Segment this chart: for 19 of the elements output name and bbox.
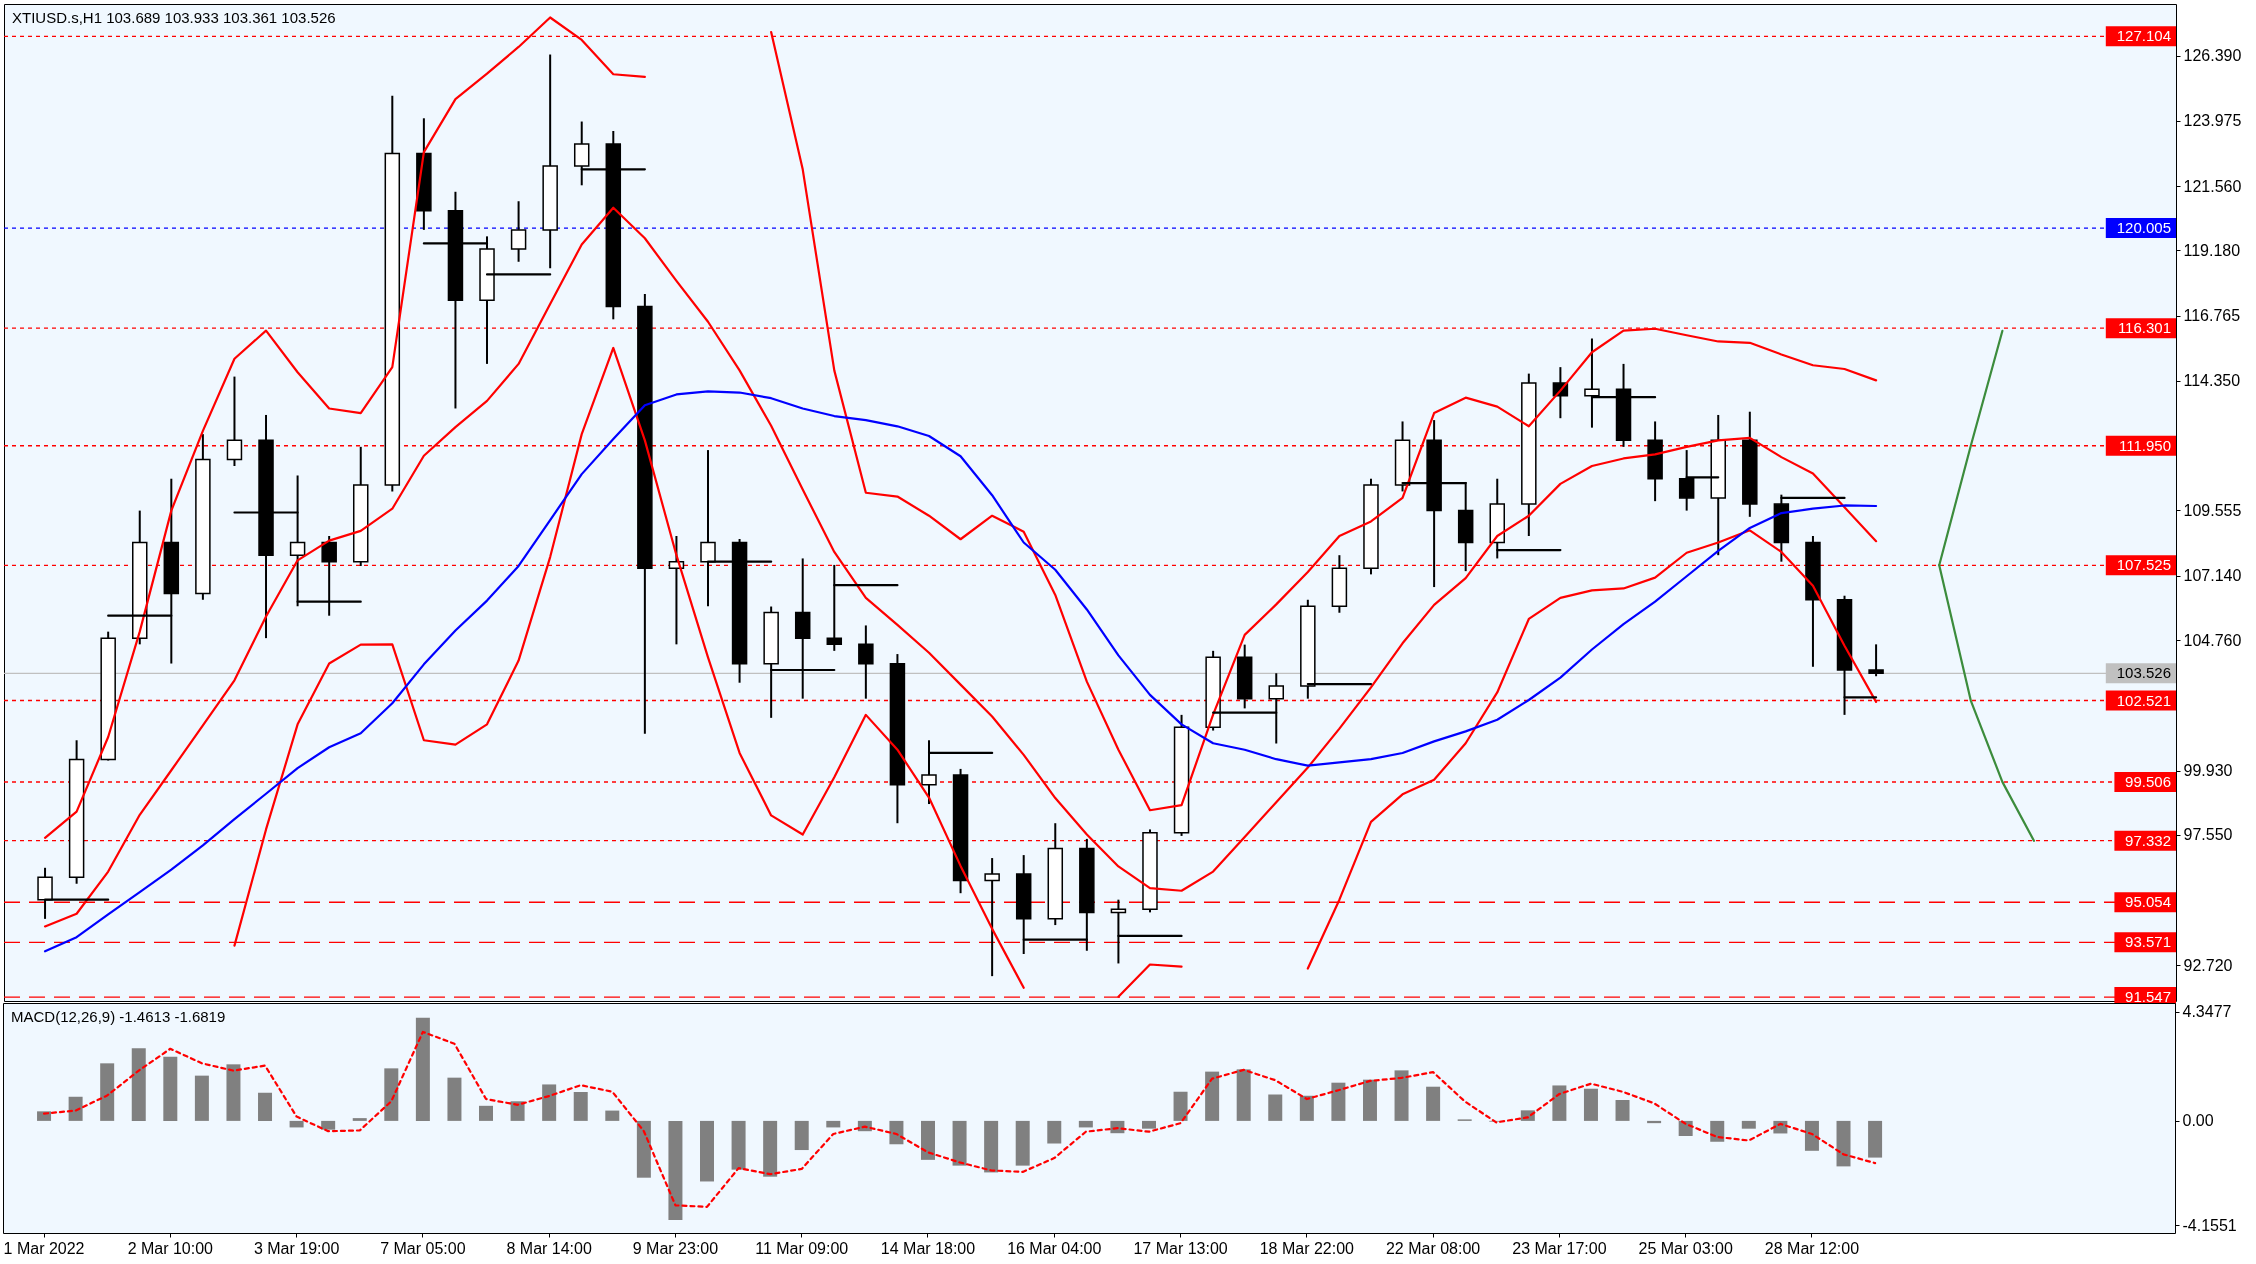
x-tick-label: 2 Mar 10:00 — [127, 1239, 214, 1257]
y-tick-label: -4.1551 — [2182, 1216, 2237, 1234]
x-tick-label: 23 Mar 17:00 — [1512, 1239, 1607, 1257]
x-tick-label: 7 Mar 05:00 — [380, 1239, 466, 1257]
x-tick-label: 18 Mar 22:00 — [1259, 1239, 1355, 1257]
x-tick-label: 17 Mar 13:00 — [1133, 1239, 1228, 1257]
x-tick-label: 16 Mar 04:00 — [1007, 1239, 1102, 1257]
x-tick-label: 9 Mar 23:00 — [632, 1239, 719, 1257]
y-tick-label: 4.3477 — [2182, 1003, 2232, 1021]
x-tick-label: 1 Mar 2022 — [3, 1239, 85, 1257]
y-tick-label: 0.00 — [2182, 1112, 2214, 1130]
x-tick-label: 25 Mar 03:00 — [1638, 1239, 1733, 1257]
x-tick-label: 3 Mar 19:00 — [253, 1239, 340, 1257]
x-tick-label: 11 Mar 09:00 — [755, 1239, 849, 1257]
x-tick-label: 22 Mar 08:00 — [1385, 1239, 1481, 1257]
chart-title: MACD(12,26,9) -1.4613 -1.6819 — [11, 1008, 226, 1025]
x-tick-label: 14 Mar 18:00 — [880, 1239, 976, 1257]
x-tick-label: 8 Mar 14:00 — [506, 1239, 592, 1257]
x-tick-label: 28 Mar 12:00 — [1764, 1239, 1860, 1257]
